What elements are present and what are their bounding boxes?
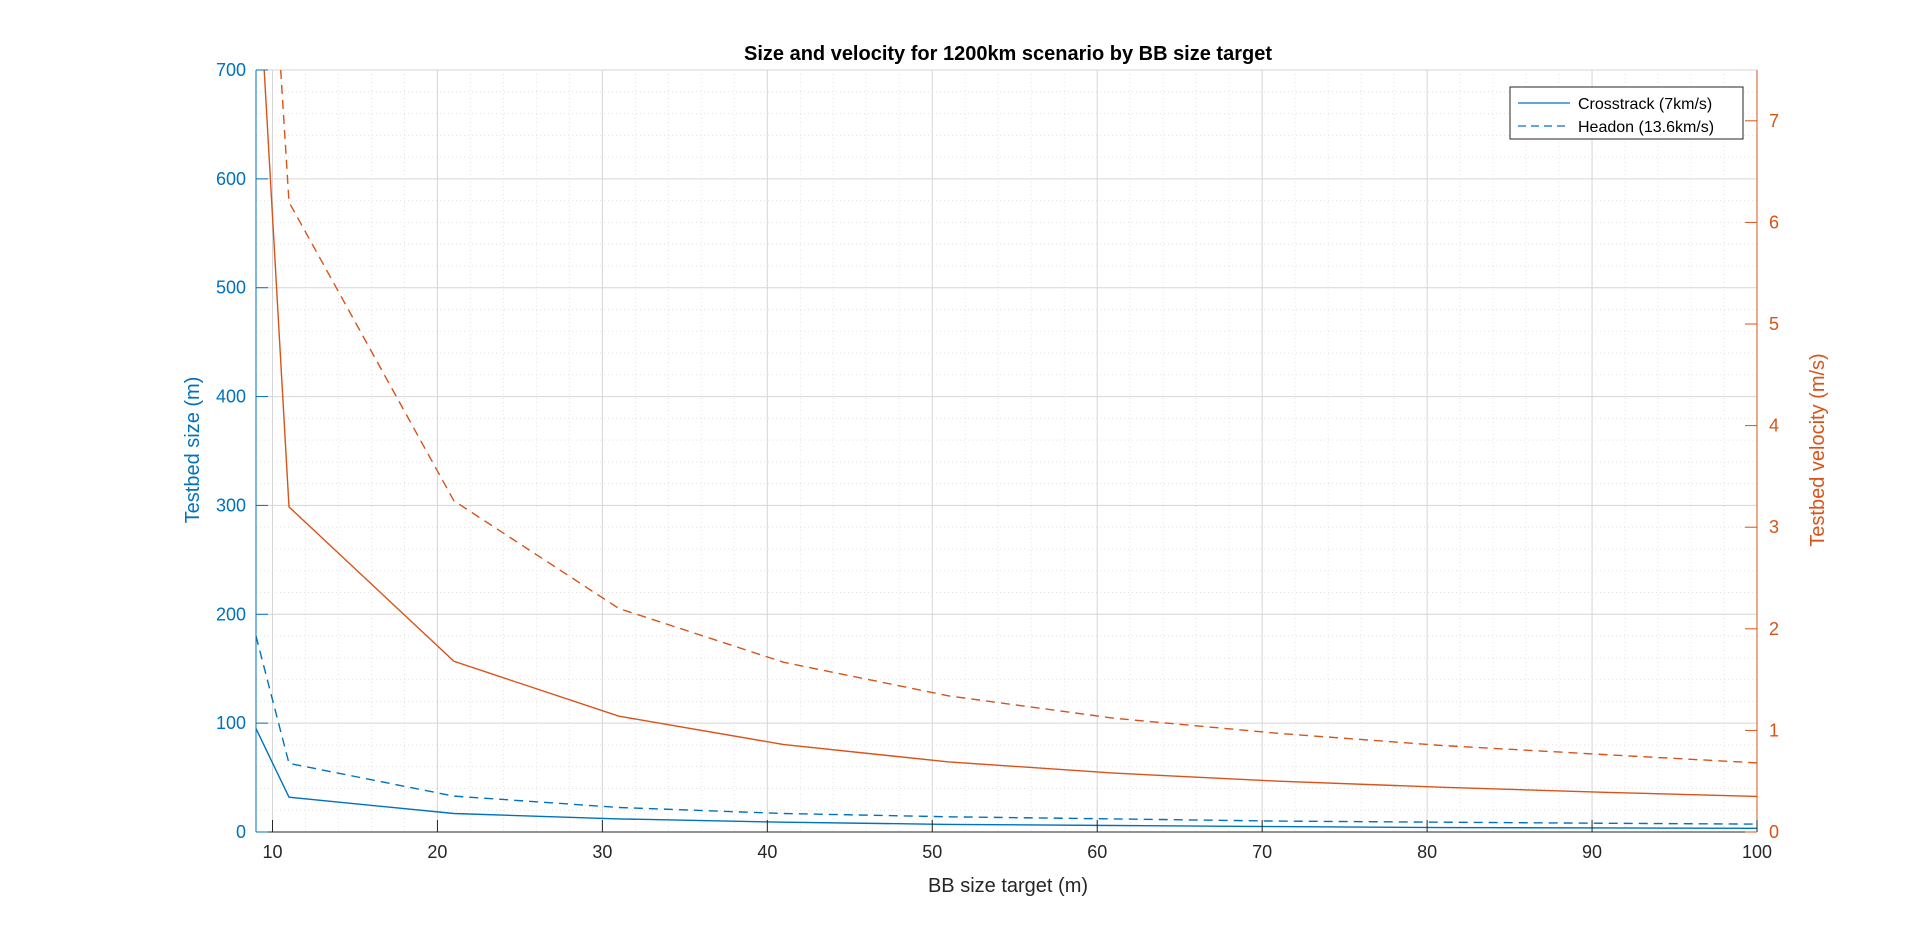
right-y-tick-label: 1 — [1769, 720, 1779, 740]
chart-title: Size and velocity for 1200km scenario by… — [744, 43, 1272, 65]
left-y-tick-label: 400 — [216, 387, 246, 407]
left-y-tick-label: 700 — [216, 60, 246, 80]
left-y-axis-label: Testbed size (m) — [182, 377, 204, 524]
legend-entry-headon: Headon (13.6km/s) — [1578, 119, 1714, 136]
x-tick-label: 80 — [1417, 842, 1437, 862]
x-tick-label: 30 — [592, 842, 612, 862]
axes-layer — [255, 69, 1758, 833]
right-y-tick-label: 3 — [1769, 517, 1779, 537]
tick-labels: 10 20 30 40 50 60 70 80 90 1000100200300400500600… — [216, 60, 1779, 862]
right-y-tick-label: 6 — [1769, 212, 1779, 232]
x-tick-label: 40 — [757, 842, 777, 862]
series-line-left-solid — [256, 728, 1757, 829]
x-tick-label: 70 — [1252, 842, 1272, 862]
right-y-tick-label: 7 — [1769, 111, 1779, 131]
left-y-tick-label: 600 — [216, 169, 246, 189]
left-y-tick-label: 0 — [236, 822, 246, 842]
left-y-tick-label: 200 — [216, 604, 246, 624]
left-y-tick-label: 300 — [216, 495, 246, 515]
right-y-tick-label: 4 — [1769, 416, 1779, 436]
x-axis-label: BB size target (m) — [928, 875, 1088, 897]
minor-grid — [256, 70, 1757, 832]
legend: Crosstrack (7km/s) Headon (13.6km/s) — [1509, 86, 1744, 140]
x-tick-label: 50 — [922, 842, 942, 862]
x-tick-label: 10 — [262, 842, 282, 862]
series-line-right-dashed — [280, 70, 1757, 764]
right-y-tick-label: 2 — [1769, 619, 1779, 639]
plot-background — [256, 70, 1757, 832]
right-y-axis-label: Testbed velocity (m/s) — [1807, 353, 1829, 546]
left-y-tick-label: 500 — [216, 278, 246, 298]
right-y-tick-label: 5 — [1769, 314, 1779, 334]
legend-entry-crosstrack: Crosstrack (7km/s) — [1578, 96, 1712, 113]
series-layer — [256, 70, 1757, 829]
x-tick-label: 20 — [427, 842, 447, 862]
x-tick-label: 90 — [1582, 842, 1602, 862]
left-y-tick-label: 100 — [216, 713, 246, 733]
x-tick-label: 60 — [1087, 842, 1107, 862]
x-tick-label: 100 — [1742, 842, 1772, 862]
series-line-right-solid — [263, 70, 1757, 798]
series-line-left-dashed — [256, 635, 1757, 825]
right-y-tick-label: 0 — [1769, 822, 1779, 842]
legend-box — [1509, 86, 1744, 140]
